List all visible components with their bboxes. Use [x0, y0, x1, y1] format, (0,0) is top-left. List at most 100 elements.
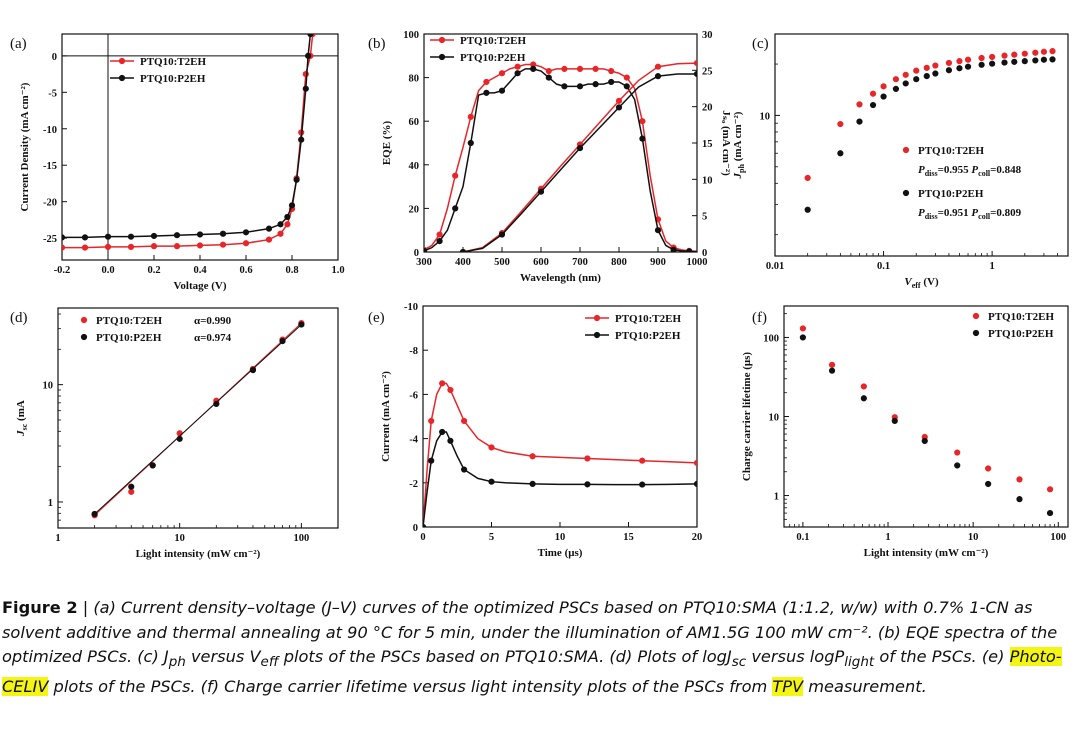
- legend-marker-a: [118, 74, 126, 82]
- x-tick-label-e: 20: [692, 532, 703, 543]
- caption-sub-ph: ph: [168, 654, 186, 671]
- data-point-d-1: [176, 435, 183, 442]
- panel-label-c: (c): [752, 36, 769, 52]
- data-point-c-1: [1040, 56, 1048, 63]
- series-line-b-0: [424, 63, 697, 252]
- x-tick-label-a: 0.2: [147, 265, 160, 276]
- data-point-b-3: [537, 188, 545, 195]
- data-point-e-1: [439, 428, 446, 436]
- data-point-b-0: [467, 113, 474, 120]
- legend-marker-c: [902, 146, 910, 154]
- data-point-f-0: [1016, 476, 1023, 483]
- series-line-b-1: [424, 68, 697, 252]
- data-point-c-1: [964, 63, 972, 70]
- panel-c: (c) 0.01 0.1 1 10 Veff (V) Jph (mA cm⁻²) PTQ10:…: [732, 33, 1069, 290]
- data-point-b-3: [498, 231, 506, 238]
- data-point-c-1: [956, 65, 963, 72]
- data-point-a-1: [288, 202, 296, 209]
- x-tick-label-c: 1: [989, 261, 994, 272]
- data-point-b-1: [424, 247, 428, 252]
- y-tick-label-e: -6: [409, 390, 418, 401]
- data-point-b-1: [452, 205, 459, 212]
- caption-figure-number: Figure 2: [2, 598, 78, 617]
- data-point-b-3: [654, 73, 662, 80]
- y-tick-label-b: 40: [409, 161, 420, 172]
- y-tick-label-a: -15: [43, 161, 57, 172]
- x-tick-label-b: 500: [494, 257, 510, 268]
- y-axis-label-d: Jsc (mA: [15, 400, 29, 437]
- annotation-c: Pdiss=0.955 Pcoll=0.848: [918, 164, 1022, 178]
- data-point-c-1: [978, 61, 985, 68]
- data-point-e-1: [423, 523, 427, 527]
- legend-marker-a: [118, 57, 126, 65]
- data-point-f-1: [1016, 496, 1023, 503]
- data-point-a-0: [242, 240, 250, 247]
- data-point-e-1: [461, 466, 468, 473]
- legend-label-a: PTQ10:P2EH: [140, 73, 206, 85]
- y-tick-label-f: 100: [763, 333, 779, 344]
- series-line-a-0: [62, 34, 314, 249]
- data-point-f-1: [799, 334, 806, 341]
- caption-separator: |: [77, 598, 94, 617]
- data-point-c-1: [856, 118, 863, 125]
- panel-a: (a) -0.2 0.0 0.2 0.4 0.6 0.8 1.0 0 -5 -10 -15 -20 -25…: [10, 33, 345, 292]
- data-point-b-0: [545, 67, 552, 75]
- data-point-b-0: [483, 78, 490, 86]
- data-point-c-0: [837, 120, 844, 128]
- data-point-c-0: [956, 58, 963, 65]
- data-point-a-1: [62, 234, 66, 241]
- data-point-b-3: [576, 144, 584, 152]
- data-point-b-1: [498, 87, 506, 94]
- legend-label-c: PTQ10:T2EH: [918, 145, 984, 157]
- figure-caption: Figure 2 | (a) Current density–voltage (…: [2, 596, 1078, 700]
- data-point-c-1: [923, 72, 930, 80]
- data-point-e-0: [488, 444, 495, 451]
- data-point-b-1: [608, 78, 615, 86]
- data-point-b-1: [467, 139, 474, 147]
- data-point-b-0: [639, 118, 646, 125]
- data-point-e-0: [584, 455, 591, 462]
- x-axis-label-b: Wavelength (nm): [520, 272, 601, 284]
- data-point-c-1: [913, 76, 920, 83]
- data-point-b-1: [686, 248, 693, 252]
- data-point-e-0: [529, 453, 536, 460]
- data-point-c-1: [1049, 56, 1056, 63]
- data-point-b-3: [459, 248, 467, 252]
- data-point-c-0: [964, 56, 972, 63]
- data-point-f-1: [921, 437, 928, 445]
- data-point-c-1: [869, 101, 877, 109]
- data-point-c-1: [1011, 58, 1018, 65]
- data-point-a-1: [265, 225, 273, 232]
- data-point-b-1: [561, 83, 568, 90]
- y-tick-label-e: -4: [409, 435, 418, 446]
- data-point-e-1: [529, 480, 536, 488]
- y-tick-label-a: 0: [52, 52, 57, 63]
- data-point-b-0: [498, 70, 506, 77]
- data-point-a-0: [265, 236, 273, 243]
- y-tick-label-b: 60: [409, 117, 420, 128]
- y-tick-label-d: 1: [48, 498, 53, 509]
- x-tick-label-a: 0.8: [285, 265, 298, 276]
- data-point-c-0: [923, 64, 930, 71]
- panel-b: (b)300 400 500 600 700 800 900 1000020406080100…: [368, 30, 732, 284]
- data-point-a-1: [127, 233, 135, 240]
- data-point-e-0: [439, 380, 446, 387]
- data-point-b-0: [436, 231, 443, 238]
- data-point-b-1: [576, 83, 584, 90]
- y-tick-label-b: 100: [403, 30, 419, 41]
- data-point-c-0: [880, 83, 887, 90]
- x-tick-label-e: 5: [489, 532, 494, 543]
- y-tick-label-a: -20: [43, 198, 57, 209]
- legend-label-b: PTQ10:P2EH: [460, 52, 526, 64]
- legend-alpha-d: α=0.974: [194, 332, 232, 344]
- data-point-c-1: [1001, 59, 1008, 66]
- data-point-c-0: [1032, 49, 1039, 56]
- y-tick-label-b: 0: [414, 248, 419, 259]
- x-tick-label-b: 400: [455, 257, 471, 268]
- x-tick-label-b: 1000: [687, 257, 708, 268]
- data-point-b-3: [615, 104, 623, 111]
- x-tick-label-f: 1: [885, 532, 890, 543]
- figure-panels: (a)-0.2 0.0 0.2 0.4 0.6 0.8 1.00-5-10-15-20-25…: [10, 30, 1069, 560]
- data-point-b-1: [623, 83, 630, 90]
- data-point-e-0: [639, 457, 646, 464]
